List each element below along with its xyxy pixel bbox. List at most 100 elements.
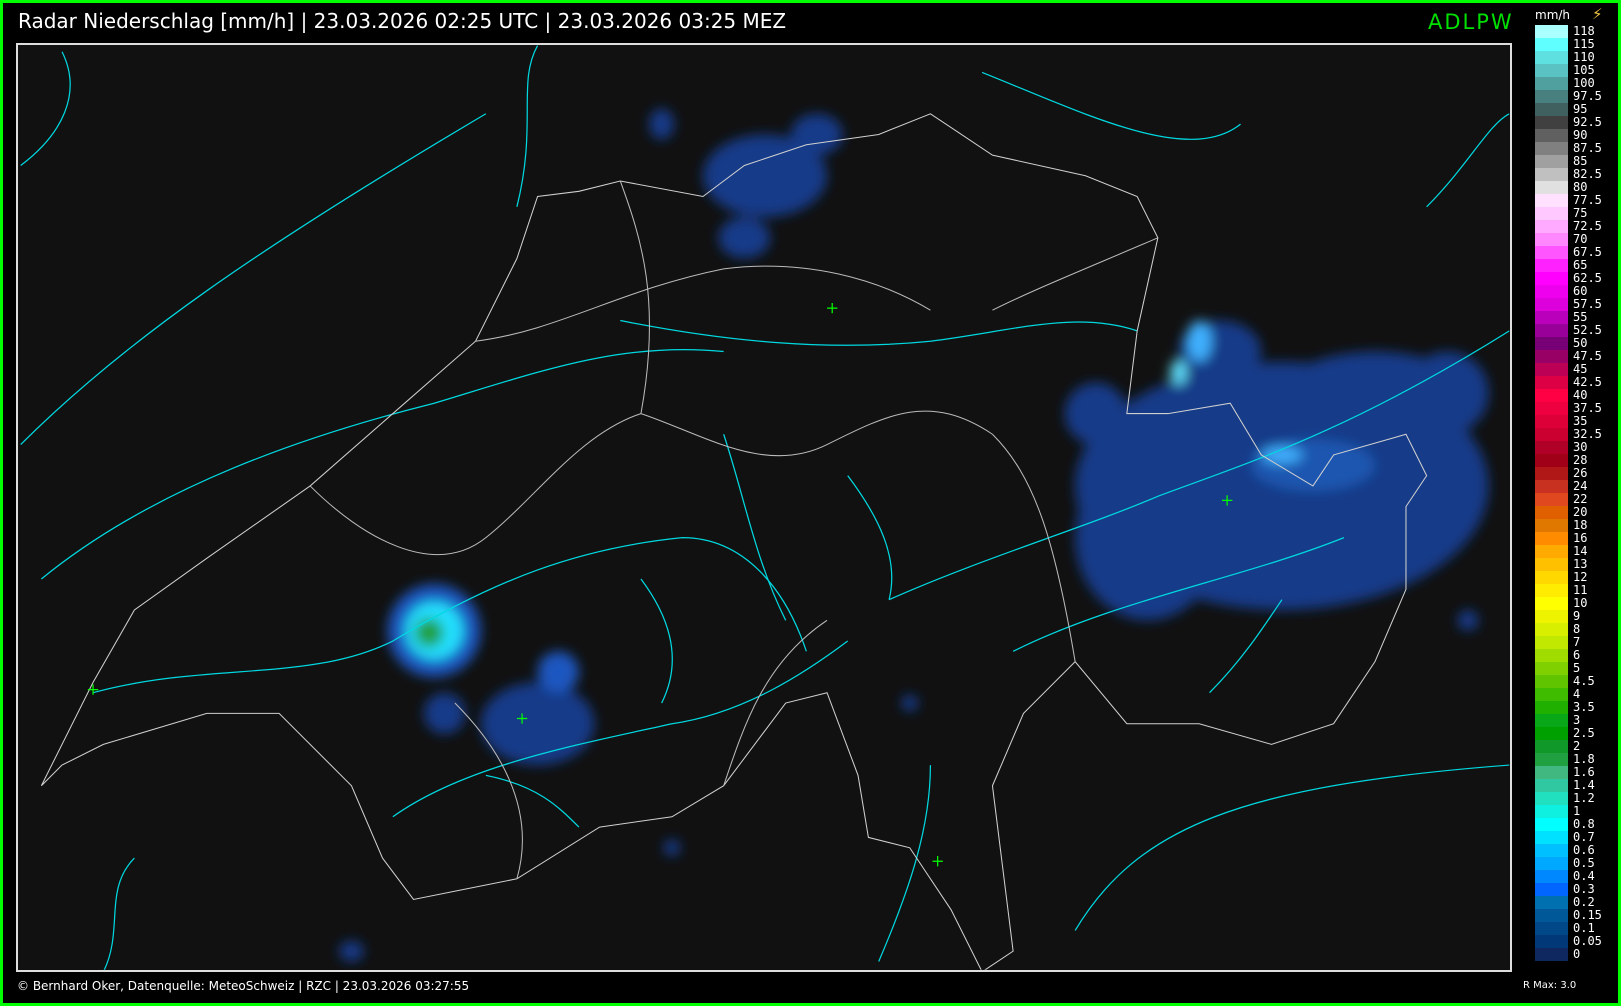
station-markers xyxy=(87,302,1233,867)
river xyxy=(878,765,932,962)
borders-layer xyxy=(40,113,1428,970)
precipitation-cell xyxy=(339,940,364,962)
river xyxy=(40,348,724,580)
rmax-label: R Max: 3.0 xyxy=(1523,980,1577,991)
legend-label: 0.15 xyxy=(1573,908,1602,922)
legend-item: 28 xyxy=(1535,453,1621,467)
legend-label: 8 xyxy=(1573,622,1581,636)
legend-label: 110 xyxy=(1573,50,1595,64)
legend-label: 7 xyxy=(1573,635,1581,649)
legend-label: 3.5 xyxy=(1573,700,1595,714)
legend-label: 35 xyxy=(1573,414,1588,428)
legend-item: 0 xyxy=(1535,947,1621,961)
legend-swatch xyxy=(1535,844,1568,857)
canton-border xyxy=(454,702,523,879)
legend-item: 10 xyxy=(1535,596,1621,610)
legend-swatch xyxy=(1535,714,1568,727)
legend-label: 65 xyxy=(1573,258,1588,272)
legend-swatch xyxy=(1535,766,1568,779)
legend-item: 80 xyxy=(1535,180,1621,194)
legend-label: 22 xyxy=(1573,492,1588,506)
legend-label: 0.2 xyxy=(1573,895,1595,909)
legend-label: 0.6 xyxy=(1573,843,1595,857)
legend-label: 1.2 xyxy=(1573,791,1595,805)
legend-label: 42.5 xyxy=(1573,375,1602,389)
legend-label: 105 xyxy=(1573,63,1595,77)
legend-item: 5 xyxy=(1535,661,1621,675)
legend-label: 45 xyxy=(1573,362,1588,376)
river xyxy=(485,774,580,828)
legend-label: 18 xyxy=(1573,518,1588,532)
legend-item: 115 xyxy=(1535,37,1621,51)
legend-swatch xyxy=(1535,116,1568,129)
legend-item: 26 xyxy=(1535,466,1621,480)
legend-swatch xyxy=(1535,623,1568,636)
river xyxy=(20,51,71,166)
legend-label: 2 xyxy=(1573,739,1581,753)
legend-swatch xyxy=(1535,493,1568,506)
legend-item: 3.5 xyxy=(1535,700,1621,714)
legend-item: 2.5 xyxy=(1535,726,1621,740)
legend-label: 32.5 xyxy=(1573,427,1602,441)
legend-label: 47.5 xyxy=(1573,349,1602,363)
legend-label: 77.5 xyxy=(1573,193,1602,207)
precipitation-cell xyxy=(790,113,843,156)
legend-swatch xyxy=(1535,584,1568,597)
legend-swatch xyxy=(1535,597,1568,610)
legend-label: 6 xyxy=(1573,648,1581,662)
river xyxy=(847,475,893,600)
legend-swatch xyxy=(1535,792,1568,805)
legend-label: 12 xyxy=(1573,570,1588,584)
legend-swatch xyxy=(1535,441,1568,454)
river xyxy=(392,640,849,818)
legend-item: 100 xyxy=(1535,76,1621,90)
legend-item: 4 xyxy=(1535,687,1621,701)
country-border xyxy=(40,113,1428,970)
legend-label: 16 xyxy=(1573,531,1588,545)
precipitation-cell xyxy=(649,108,675,140)
legend-item: 24 xyxy=(1535,479,1621,493)
legend-item: 1.8 xyxy=(1535,752,1621,766)
legend-swatch xyxy=(1535,818,1568,831)
legend-label: 67.5 xyxy=(1573,245,1602,259)
legend-item: 2 xyxy=(1535,739,1621,753)
legend-item: 32.5 xyxy=(1535,427,1621,441)
legend-item: 92.5 xyxy=(1535,115,1621,129)
legend-item: 8 xyxy=(1535,622,1621,636)
legend-swatch xyxy=(1535,311,1568,324)
legend-item: 72.5 xyxy=(1535,219,1621,233)
legend-item: 105 xyxy=(1535,63,1621,77)
legend-label: 82.5 xyxy=(1573,167,1602,181)
legend-item: 40 xyxy=(1535,388,1621,402)
legend-label: 24 xyxy=(1573,479,1588,493)
legend-swatch xyxy=(1535,454,1568,467)
legend-swatch xyxy=(1535,285,1568,298)
river xyxy=(516,45,539,207)
canton-border xyxy=(992,237,1159,311)
legend-swatch xyxy=(1535,506,1568,519)
legend-swatch xyxy=(1535,142,1568,155)
legend-swatch xyxy=(1535,168,1568,181)
legend-swatch xyxy=(1535,376,1568,389)
legend-swatch xyxy=(1535,831,1568,844)
precipitation-cell xyxy=(901,694,919,712)
legend-swatch xyxy=(1535,610,1568,623)
legend-swatch xyxy=(1535,350,1568,363)
legend-item: 20 xyxy=(1535,505,1621,519)
lightning-icon[interactable]: ⚡ xyxy=(1592,5,1603,23)
legend-swatch xyxy=(1535,389,1568,402)
legend-swatch xyxy=(1535,129,1568,142)
precipitation-cell xyxy=(1457,609,1479,631)
legend-label: 87.5 xyxy=(1573,141,1602,155)
legend-label: 57.5 xyxy=(1573,297,1602,311)
legend-item: 55 xyxy=(1535,310,1621,324)
legend-swatch xyxy=(1535,220,1568,233)
legend-swatch xyxy=(1535,857,1568,870)
legend-label: 52.5 xyxy=(1573,323,1602,337)
map-title: Radar Niederschlag [mm/h] | 23.03.2026 0… xyxy=(18,9,787,33)
precipitation-cell xyxy=(1186,320,1212,362)
legend-label: 1 xyxy=(1573,804,1581,818)
legend-swatch xyxy=(1535,415,1568,428)
precipitation-cell xyxy=(1261,446,1303,464)
legend-item: 118 xyxy=(1535,24,1621,38)
